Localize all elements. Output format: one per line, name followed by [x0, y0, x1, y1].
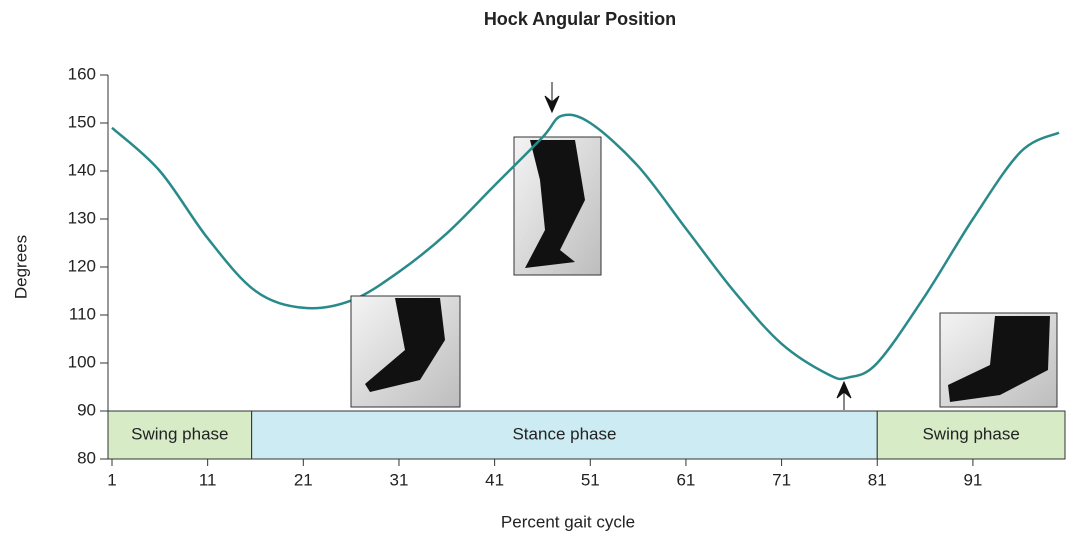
chart-title: Hock Angular Position [484, 9, 676, 29]
x-tick-label: 61 [676, 470, 695, 489]
x-tick-label: 51 [581, 470, 600, 489]
data-line [111, 113, 1060, 381]
y-axis-label: Degrees [11, 235, 30, 299]
x-tick-label: 1 [107, 470, 116, 489]
arrow [544, 82, 852, 410]
x-tick-label: 11 [199, 470, 217, 489]
y-tick-label: 90 [77, 400, 96, 419]
x-tick-label: 81 [868, 470, 887, 489]
phase-label: Swing phase [922, 424, 1019, 443]
phase-band [251, 410, 878, 460]
x-tick-label: 31 [390, 470, 409, 489]
photo [939, 312, 1058, 408]
photo [350, 295, 461, 408]
y-tick-label: 110 [69, 304, 96, 323]
y-tick-label: 140 [68, 160, 96, 179]
x-tick-label: 91 [963, 470, 982, 489]
photo [513, 136, 602, 276]
y-tick-label: 130 [68, 208, 96, 227]
y-tick-label: 150 [68, 112, 96, 131]
y-tick-label: 160 [68, 64, 96, 83]
phase-label: Stance phase [512, 424, 616, 443]
x-tick-label: 21 [294, 470, 313, 489]
x-tick-label: 41 [485, 470, 504, 489]
x-tick-label: 71 [772, 470, 791, 489]
y-tick-label: 120 [68, 256, 96, 275]
x-axis-label: Percent gait cycle [501, 512, 635, 531]
phase-band [876, 410, 1066, 460]
y-tick-label: 100 [68, 352, 96, 371]
y-tick-label: 80 [77, 448, 96, 467]
phase-label: Swing phase [131, 424, 228, 443]
